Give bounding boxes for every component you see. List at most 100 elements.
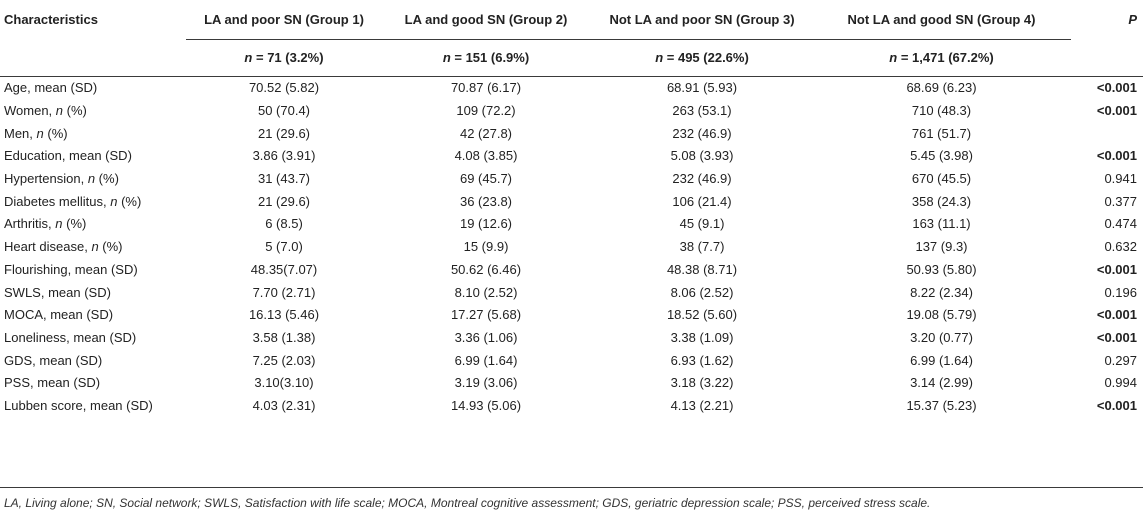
cell-group-2: 8.10 (2.52) [454, 284, 518, 300]
cell-p-value: <0.001 [1096, 103, 1137, 119]
cell-group-2: 3.36 (1.06) [454, 329, 518, 345]
cell-group-3: 45 (9.1) [679, 216, 725, 232]
cell-group-3: 8.06 (2.52) [670, 284, 734, 300]
row-label: Arthritis, n (%) [4, 216, 87, 232]
cell-p-value: <0.001 [1096, 329, 1137, 345]
row-label: Loneliness, mean (SD) [4, 329, 137, 345]
header-group-1: LA and poor SN (Group 1) [204, 11, 364, 27]
cell-group-1: 21 (29.6) [257, 193, 311, 209]
cell-group-1: 3.86 (3.91) [252, 148, 316, 164]
row-label: PSS, mean (SD) [4, 375, 101, 391]
cell-group-4: 358 (24.3) [911, 193, 972, 209]
cell-group-2: 3.19 (3.06) [454, 375, 518, 391]
cell-group-4: 710 (48.3) [911, 103, 972, 119]
header-row: Characteristics LA and poor SN (Group 1)… [0, 0, 1143, 39]
row-label: Age, mean (SD) [4, 80, 98, 96]
cell-p-value: <0.001 [1096, 80, 1137, 96]
table-row: Men, n (%) 21 (29.6) 42 (27.8) 232 (46.9) 76… [0, 122, 1143, 145]
cell-group-4: 670 (45.5) [911, 171, 972, 187]
cell-group-3: 232 (46.9) [672, 125, 732, 141]
cell-group-3: 48.38 (8.71) [666, 261, 738, 277]
table-row: Arthritis, n (%) 6 (8.5) 19 (12.6) 45 (9.1)… [0, 213, 1143, 236]
cell-group-1: 7.25 (2.03) [252, 352, 316, 368]
cell-group-1: 5 (7.0) [265, 239, 303, 255]
n-group-2: n = 151 (6.9%) [442, 50, 530, 65]
header-group-2: LA and good SN (Group 2) [404, 11, 568, 27]
cell-group-2: 69 (45.7) [459, 171, 513, 187]
cell-group-3: 38 (7.7) [679, 239, 725, 255]
header-characteristics: Characteristics [4, 11, 98, 27]
cell-group-4: 19.08 (5.79) [906, 307, 977, 323]
cell-group-1: 70.52 (5.82) [248, 80, 320, 96]
row-label: MOCA, mean (SD) [4, 307, 114, 323]
cell-group-3: 263 (53.1) [672, 103, 732, 119]
cell-group-3: 232 (46.9) [672, 171, 732, 187]
header-group-4: Not LA and good SN (Group 4) [847, 11, 1036, 27]
table-row: Age, mean (SD) 70.52 (5.82) 70.87 (6.17) 68… [0, 77, 1143, 100]
cell-p-value: 0.474 [1104, 216, 1137, 232]
cell-group-3: 4.13 (2.21) [670, 397, 734, 413]
cell-group-4: 3.20 (0.77) [910, 329, 973, 345]
n-group-3: n = 495 (22.6%) [655, 50, 749, 65]
table-row: Lubben score, mean (SD) 4.03 (2.31) 14.93 … [0, 395, 1143, 418]
cell-group-1: 16.13 (5.46) [248, 307, 320, 323]
table-row: Heart disease, n (%) 5 (7.0) 15 (9.9) 38 (7… [0, 236, 1143, 259]
cell-group-3: 3.38 (1.09) [670, 329, 734, 345]
cell-group-4: 6.99 (1.64) [910, 352, 973, 368]
cell-group-4: 3.14 (2.99) [910, 375, 973, 391]
cell-group-4: 137 (9.3) [915, 239, 968, 255]
cell-p-value: 0.377 [1104, 193, 1137, 209]
row-label: Education, mean (SD) [4, 148, 132, 164]
cell-p-value: <0.001 [1096, 307, 1137, 323]
table-row: Education, mean (SD) 3.86 (3.91) 4.08 (3.8… [0, 145, 1143, 168]
cell-group-2: 50.62 (6.46) [450, 261, 522, 277]
cell-group-3: 3.18 (3.22) [670, 375, 734, 391]
cell-group-2: 36 (23.8) [459, 193, 513, 209]
cell-p-value: 0.994 [1104, 375, 1137, 391]
cell-p-value: <0.001 [1096, 148, 1137, 164]
cell-group-2: 6.99 (1.64) [454, 352, 518, 368]
cell-p-value: 0.632 [1104, 239, 1137, 255]
row-label: Flourishing, mean (SD) [4, 261, 138, 277]
table-row: Flourishing, mean (SD) 48.35(7.07) 50.62 (… [0, 259, 1143, 282]
row-label: Women, n (%) [4, 103, 87, 119]
cell-p-value [1069, 122, 1143, 145]
header-divider [186, 39, 1071, 40]
cell-group-3: 68.91 (5.93) [666, 80, 738, 96]
cell-group-1: 4.03 (2.31) [252, 397, 316, 413]
table-body: Age, mean (SD) 70.52 (5.82) 70.87 (6.17) 68… [0, 77, 1143, 418]
table-row: SWLS, mean (SD) 7.70 (2.71) 8.10 (2.52) 8.0… [0, 281, 1143, 304]
table-row: GDS, mean (SD) 7.25 (2.03) 6.99 (1.64) 6.93… [0, 349, 1143, 372]
cell-p-value: <0.001 [1096, 261, 1137, 277]
cell-group-2: 42 (27.8) [459, 125, 513, 141]
cell-group-2: 70.87 (6.17) [450, 80, 522, 96]
cell-group-2: 14.93 (5.06) [450, 397, 522, 413]
cell-group-4: 163 (11.1) [912, 216, 971, 232]
n-group-4: n = 1,471 (67.2%) [889, 50, 994, 65]
cell-group-3: 106 (21.4) [672, 193, 732, 209]
table-row: Loneliness, mean (SD) 3.58 (1.38) 3.36 (1.… [0, 327, 1143, 350]
cell-group-1: 7.70 (2.71) [252, 284, 316, 300]
cell-group-2: 19 (12.6) [459, 216, 513, 232]
row-label: Men, n (%) [4, 125, 68, 141]
cell-group-3: 5.08 (3.93) [670, 148, 734, 164]
table-row: Women, n (%) 50 (70.4) 109 (72.2) 263 (53.1… [0, 100, 1143, 123]
row-label: SWLS, mean (SD) [4, 284, 111, 300]
cell-group-2: 17.27 (5.68) [450, 307, 522, 323]
row-label: Heart disease, n (%) [4, 239, 123, 255]
cell-group-1: 50 (70.4) [257, 103, 311, 119]
cell-p-value: 0.297 [1104, 352, 1137, 368]
header-group-3: Not LA and poor SN (Group 3) [609, 11, 795, 27]
cell-group-1: 48.35(7.07) [250, 261, 318, 277]
header-divider-row [0, 39, 1143, 40]
cell-p-value: <0.001 [1096, 397, 1137, 413]
cell-p-value: 0.941 [1104, 171, 1137, 187]
cell-group-1: 31 (43.7) [257, 171, 311, 187]
cell-group-4: 68.69 (6.23) [906, 80, 977, 96]
table-footnote: LA, Living alone; SN, Social network; SW… [4, 496, 931, 510]
row-label: Diabetes mellitus, n (%) [4, 193, 142, 209]
table-row: Diabetes mellitus, n (%) 21 (29.6) 36 (23.… [0, 190, 1143, 213]
sample-size-row: n = 71 (3.2%) n = 151 (6.9%) n = 495 (22… [0, 40, 1143, 77]
table-row: MOCA, mean (SD) 16.13 (5.46) 17.27 (5.68) 1… [0, 304, 1143, 327]
cell-group-1: 21 (29.6) [257, 125, 311, 141]
